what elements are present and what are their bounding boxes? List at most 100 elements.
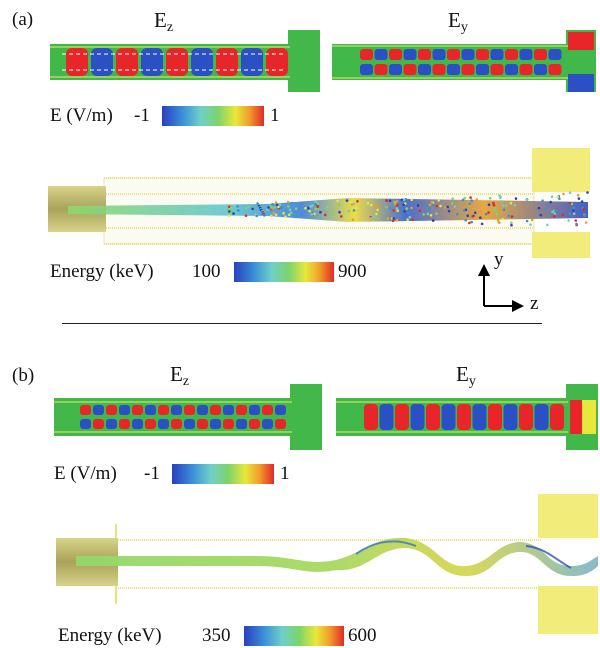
panel-a-beam-particle bbox=[469, 196, 472, 199]
panel-a-beam-particle bbox=[287, 205, 290, 208]
panel-a-beam-particle bbox=[582, 207, 586, 211]
panel-a-beam-particle bbox=[278, 203, 282, 206]
panel-a-beam-particle bbox=[405, 207, 409, 210]
panel-a-beam-particle bbox=[470, 199, 474, 202]
panel-a-beam-particle bbox=[509, 201, 513, 205]
panel-a-beam-particle bbox=[541, 199, 544, 202]
panel-a-beam-particle bbox=[553, 212, 557, 215]
panel-a-field-scale-min: -1 bbox=[134, 105, 150, 126]
panel-a-ez-cell bbox=[166, 48, 188, 76]
panel-a-ey-cell-bottom bbox=[505, 64, 518, 75]
panel-b-ez-cell-top bbox=[80, 405, 91, 415]
panel-a-beam-particle bbox=[492, 203, 496, 207]
panel-a-ey-cell-bottom bbox=[519, 64, 533, 75]
panel-a-beam-particle bbox=[435, 212, 438, 215]
panel-a-beam-particle bbox=[307, 206, 310, 210]
panel-a-beam-particle bbox=[403, 210, 406, 213]
panel-b-ez-cell-bottom bbox=[249, 419, 260, 429]
panel-a-beam-particle bbox=[499, 211, 503, 214]
panel-b-field-scale-max: 1 bbox=[280, 463, 290, 484]
panel-a-beam-particle bbox=[550, 195, 554, 198]
panel-b-ez-cell-top bbox=[210, 405, 221, 415]
panel-a-beam-particle bbox=[229, 211, 233, 215]
panel-b-ey-cell bbox=[519, 404, 533, 430]
panel-a-beam-particle bbox=[529, 223, 532, 226]
panel-a-ez-cell bbox=[91, 48, 113, 76]
panel-a-beam-particle bbox=[408, 215, 412, 219]
panel-a-field-colorbar bbox=[162, 106, 264, 126]
panel-a-beam-particle bbox=[396, 209, 400, 213]
panel-a-beam-particle bbox=[294, 207, 298, 210]
panel-a-beam-particle bbox=[310, 212, 314, 216]
panel-a-beam-particle bbox=[326, 206, 329, 209]
panel-a-beam-particle bbox=[351, 218, 355, 221]
panel-b-ez-cell-top bbox=[145, 405, 156, 415]
panel-b-ez-cell-top bbox=[171, 405, 182, 415]
panel-a-beam-particle bbox=[481, 216, 485, 220]
panel-a-ez-title-main: E bbox=[154, 8, 167, 32]
panel-b-ez-cell-bottom bbox=[171, 419, 182, 429]
panel-a-beam-particle bbox=[450, 202, 454, 205]
panel-a-ey-cell-top bbox=[461, 49, 475, 60]
panel-a-beam-particle bbox=[584, 221, 588, 224]
panel-a-ey-cell-top bbox=[548, 49, 562, 60]
panel-a-beam-particle bbox=[395, 219, 399, 222]
panel-a-beam-particle bbox=[575, 222, 578, 226]
panel-a-beam-particle bbox=[431, 203, 435, 206]
panel-a-beam-particle bbox=[572, 209, 575, 212]
panel-b-ez-cell-top bbox=[275, 405, 286, 415]
panel-a-beam-particle bbox=[407, 211, 410, 215]
panel-a-beam-particle bbox=[446, 205, 450, 209]
panel-a-beam-particle bbox=[525, 198, 529, 201]
panel-a-beam-particle bbox=[418, 209, 422, 212]
panel-a-beam-particle bbox=[389, 207, 392, 210]
panel-a-ez-cell bbox=[191, 48, 213, 76]
panel-a-beam-particle bbox=[568, 191, 572, 194]
panel-a-beam-particle bbox=[487, 211, 490, 214]
panel-a-beam-particle bbox=[392, 217, 396, 220]
panel-a-beam-particle bbox=[284, 215, 287, 218]
panel-a-ey-cell-top bbox=[432, 49, 446, 60]
panel-b-ez-cell-top bbox=[262, 405, 273, 415]
panel-a-beam-particle bbox=[576, 194, 580, 197]
panel-a-beam-particle bbox=[416, 204, 420, 207]
panel-a-beam-particle bbox=[545, 207, 548, 211]
panel-b-ez-field-map bbox=[54, 384, 322, 450]
panel-b-ey-cell bbox=[441, 404, 456, 430]
panel-a-ey-cell-bottom bbox=[403, 64, 417, 75]
panel-a-ey-cell-top bbox=[505, 49, 518, 60]
panel-a-beam-particle bbox=[463, 196, 467, 200]
panel-a-beam-particle bbox=[570, 202, 574, 206]
panel-a-beam-particle bbox=[462, 209, 466, 212]
panel-b-ez-cell-bottom bbox=[184, 419, 195, 429]
panel-b-ez-cell-bottom bbox=[158, 419, 169, 429]
panel-a-beam-particle bbox=[525, 219, 529, 223]
panel-a-beam-particle bbox=[313, 212, 316, 216]
panel-a-beam-particle bbox=[400, 198, 404, 202]
panel-a-ez-field-map bbox=[50, 30, 320, 92]
panel-a-beam-particle bbox=[468, 202, 472, 206]
panel-a-beam-particle bbox=[266, 208, 269, 211]
panel-a-beam-particle bbox=[487, 203, 491, 206]
panel-a-ey-cell-top bbox=[534, 49, 547, 60]
panel-a-beam-particle bbox=[501, 204, 505, 207]
panel-a-beam-particle bbox=[580, 200, 584, 203]
panel-a-beam-particle bbox=[370, 203, 373, 207]
panel-a-beam-particle bbox=[443, 206, 447, 209]
panel-a-ez-title-sub: z bbox=[166, 20, 174, 35]
panel-a-beam-particle bbox=[475, 198, 479, 201]
panel-a-beam-particle bbox=[398, 214, 401, 217]
panel-a-beam-particle bbox=[340, 215, 343, 218]
panel-a-beam-particle bbox=[572, 206, 576, 210]
panel-a-beam-particle bbox=[479, 216, 482, 219]
panel-a-beam-particle bbox=[498, 196, 502, 200]
panel-a-beam-particle bbox=[369, 216, 373, 220]
panel-a-ey-cell-bottom bbox=[360, 64, 373, 75]
panel-a-energy-label: Energy (keV) bbox=[50, 261, 154, 282]
panel-a-beam-particle bbox=[410, 206, 413, 210]
panel-a-beam-particle bbox=[288, 208, 292, 212]
panel-b-ey-cell bbox=[410, 404, 425, 430]
panel-a-beam-particle bbox=[431, 219, 435, 222]
panel-a-beam-particle bbox=[551, 210, 554, 214]
panel-a-ey-cell-top bbox=[418, 49, 431, 60]
